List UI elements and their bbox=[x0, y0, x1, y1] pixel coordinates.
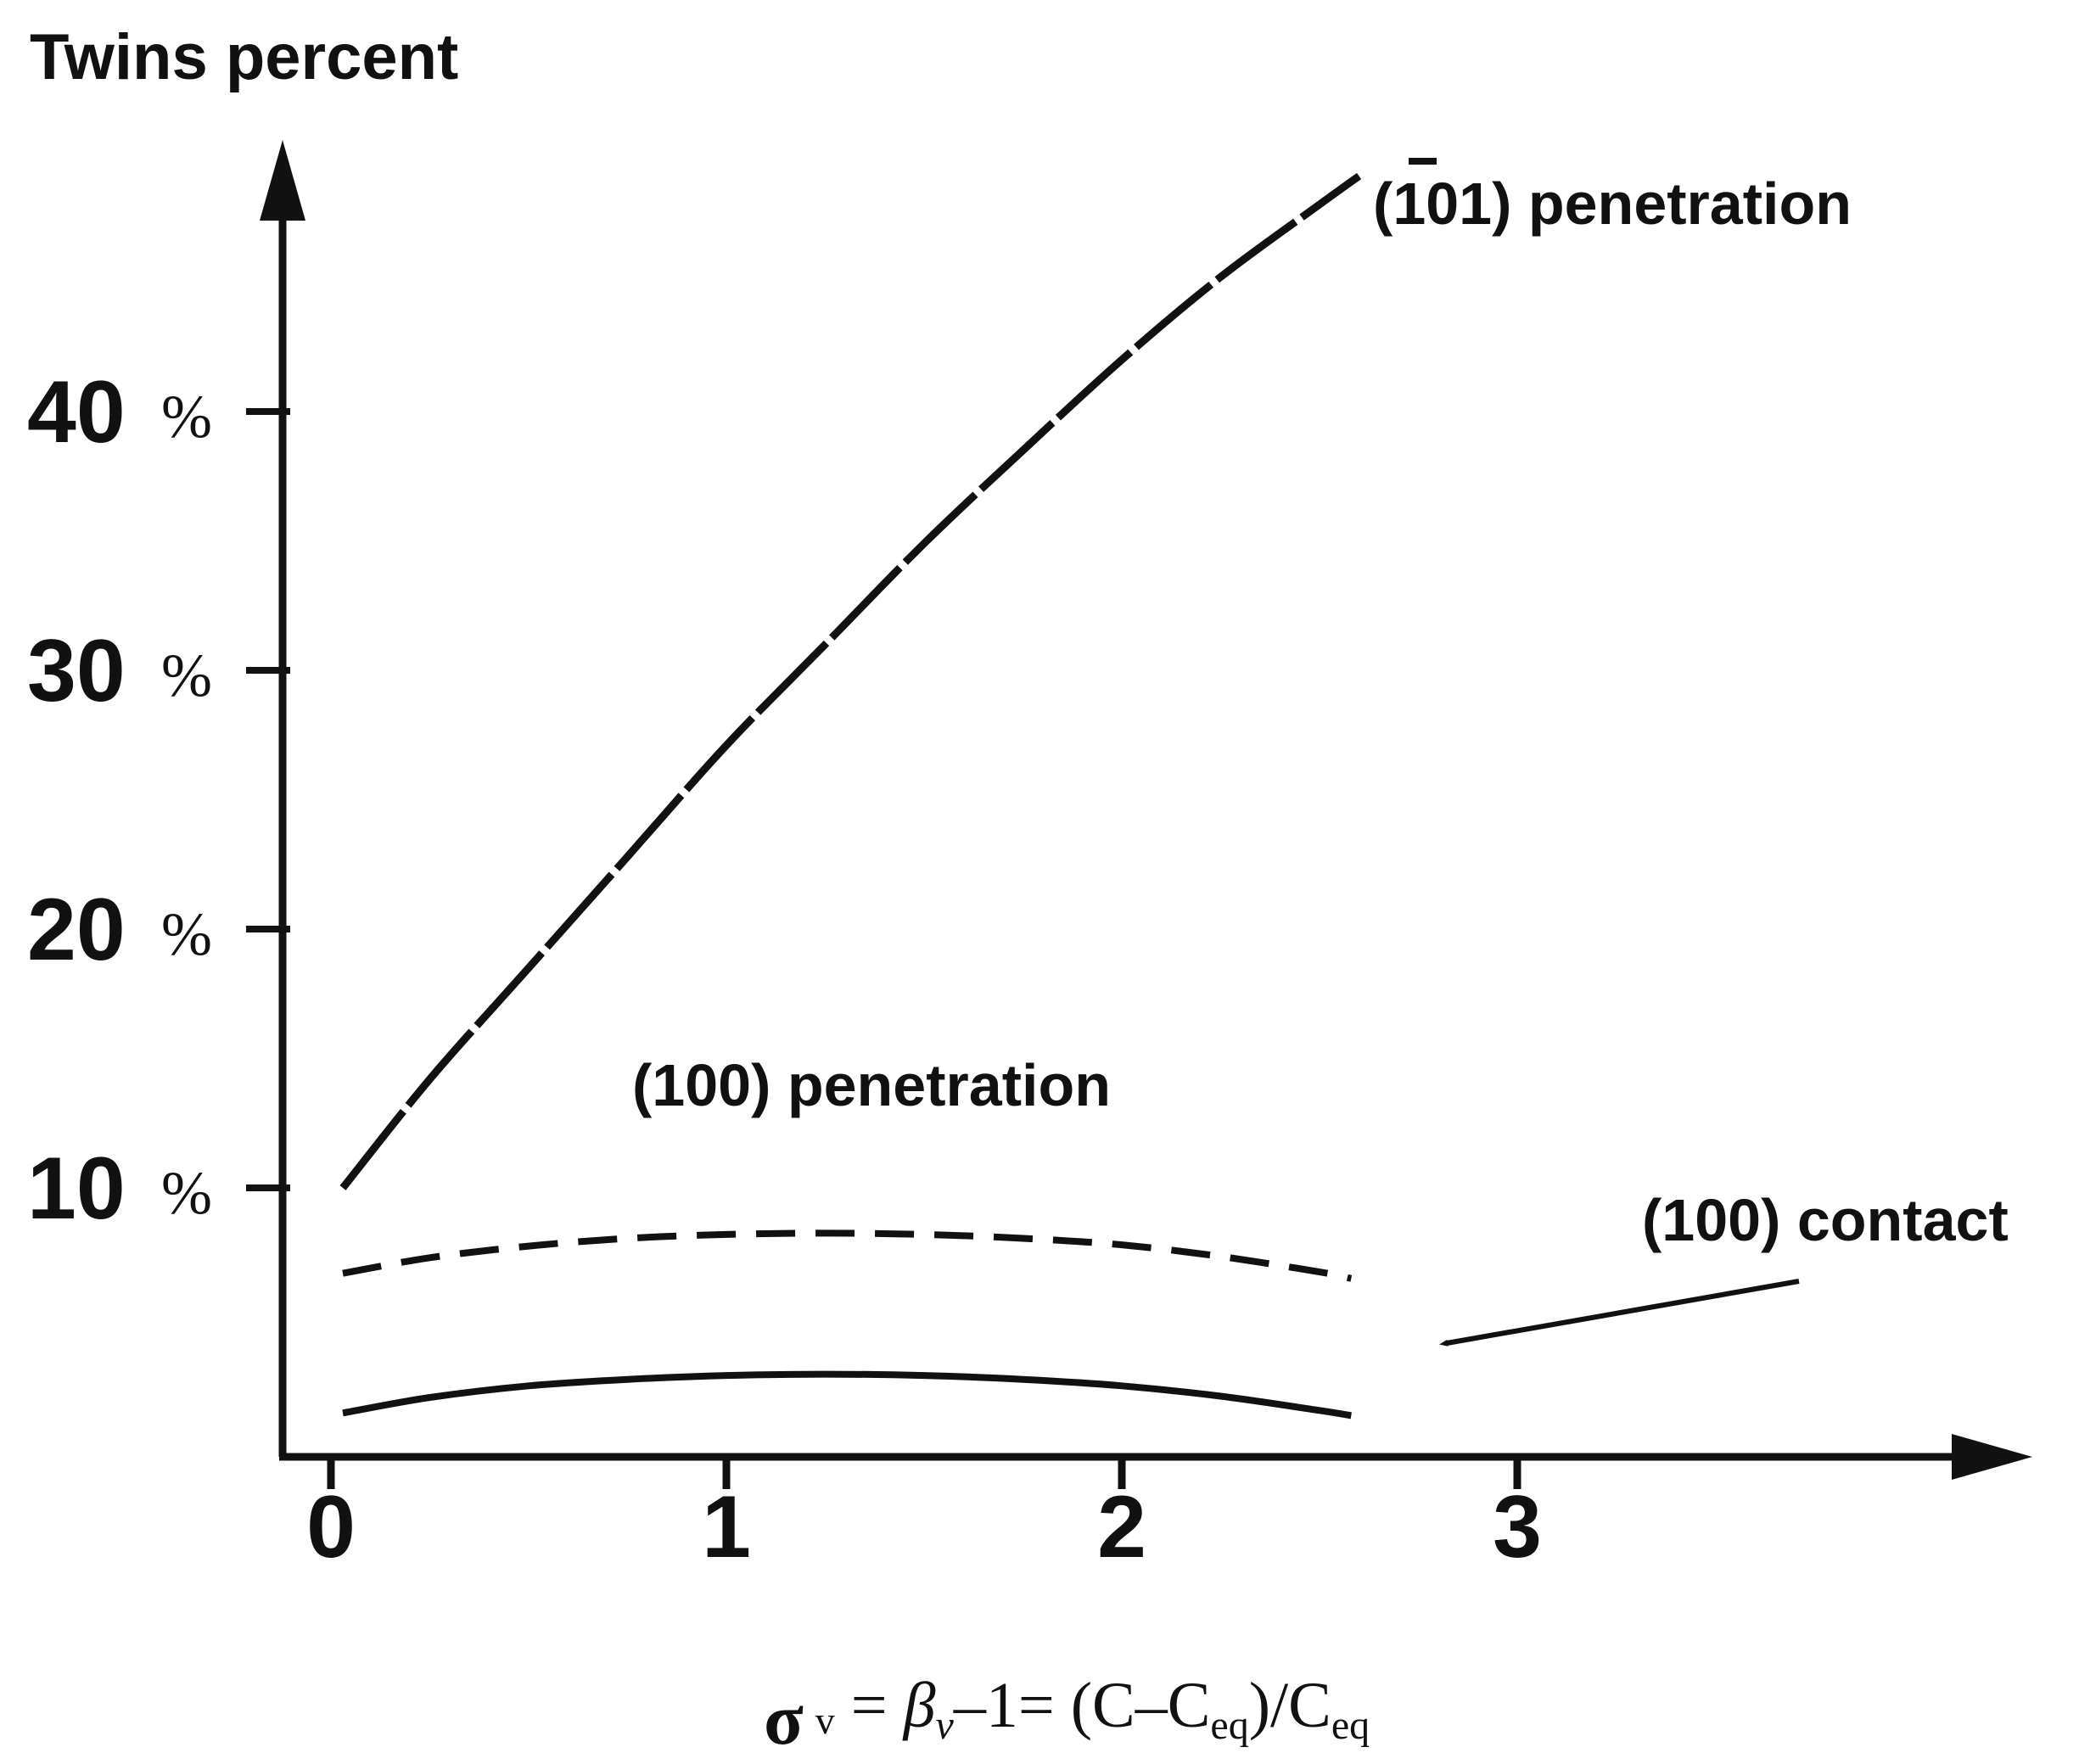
x-ticks: 0 1 2 3 bbox=[306, 1457, 1542, 1576]
legend-label-101-penetration: (101) penetration bbox=[1373, 171, 1852, 237]
axes bbox=[260, 140, 2032, 1480]
y-tick-label: 30 bbox=[27, 622, 126, 720]
y-tick-unit: % bbox=[161, 1159, 212, 1227]
x-tick-label: 1 bbox=[702, 1478, 751, 1576]
series-line-2 bbox=[342, 1370, 1352, 1420]
x-tick-label: 2 bbox=[1097, 1478, 1146, 1576]
series-layer bbox=[339, 172, 1362, 1420]
legend-label-100-penetration: (100) penetration bbox=[632, 1052, 1111, 1118]
contact-annotation-arrow bbox=[1439, 1279, 1800, 1347]
y-tick-unit: % bbox=[161, 383, 212, 451]
series-line-0 bbox=[339, 172, 1362, 1190]
y-tick-label: 20 bbox=[27, 881, 126, 979]
legend-label-100-contact: (100) contact bbox=[1642, 1187, 2009, 1253]
x-tick-label: 0 bbox=[306, 1478, 356, 1576]
y-axis-title: Twins percent bbox=[30, 21, 458, 93]
x-axis-arrow bbox=[1952, 1434, 2032, 1480]
series-line-1 bbox=[342, 1229, 1353, 1282]
x-tick-label: 3 bbox=[1493, 1478, 1542, 1576]
y-tick-label: 10 bbox=[27, 1140, 126, 1238]
y-tick-unit: % bbox=[161, 900, 212, 968]
y-tick-unit: % bbox=[161, 641, 212, 709]
y-ticks: 10 % 20 % 30 % 40% bbox=[27, 363, 290, 1238]
y-tick-label: 40 bbox=[27, 363, 126, 462]
y-axis-arrow bbox=[260, 140, 305, 221]
